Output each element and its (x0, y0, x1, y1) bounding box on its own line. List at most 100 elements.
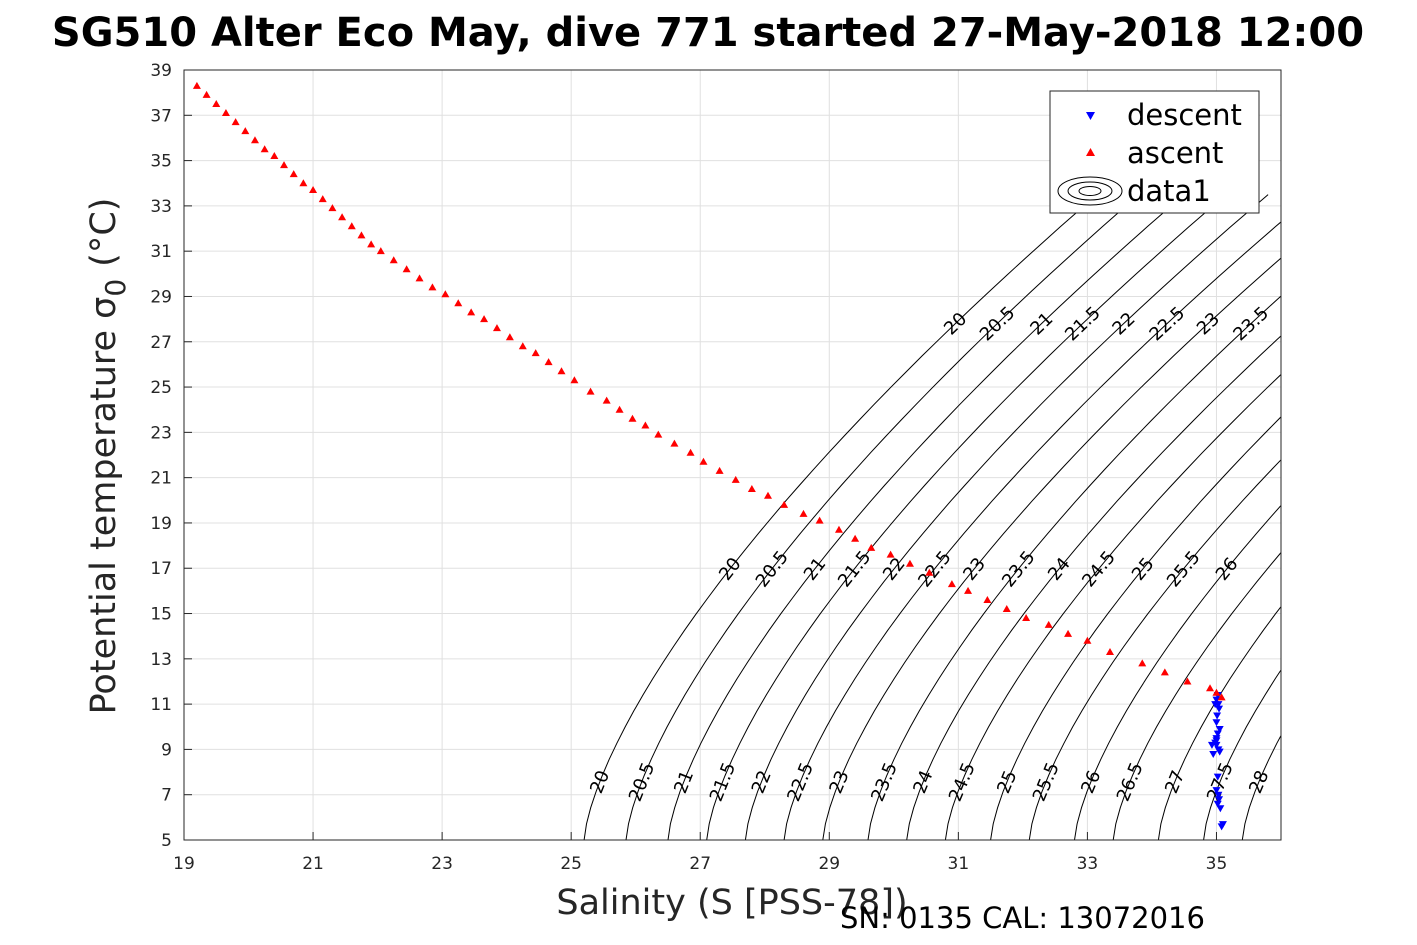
contour-line-21.5 (706, 194, 1227, 840)
ascent-point (402, 265, 411, 273)
legend-contour-icon (1057, 176, 1123, 206)
ascent-point (1212, 688, 1221, 696)
descent-point (1213, 712, 1222, 720)
ascent-point (328, 204, 337, 212)
ascent-point (441, 290, 450, 298)
ascent-point (586, 387, 595, 395)
ascent-point (1160, 668, 1169, 676)
ascent-point (389, 256, 398, 264)
descent-point (1209, 750, 1218, 758)
x-tick-label: 23 (431, 854, 453, 874)
sensor-annotation: SN: 0135 CAL: 13072016 (840, 901, 1205, 935)
ascent-point (615, 405, 624, 413)
descent-point (1212, 719, 1221, 727)
ascent-point (347, 222, 356, 230)
ascent-point (289, 170, 298, 178)
descent-point (1218, 821, 1227, 829)
chart-title: SG510 Alter Eco May, dive 771 started 27… (52, 10, 1364, 56)
descent-point (1211, 701, 1220, 709)
ascent-point (867, 543, 876, 551)
ascent-point (886, 550, 895, 558)
ascent-point (250, 136, 259, 144)
ascent-point (1105, 648, 1114, 656)
ascent-point (480, 315, 489, 323)
ascent-point (654, 430, 663, 438)
ascent-point (1083, 636, 1092, 644)
y-tick-label: 11 (150, 695, 172, 715)
ascent-point (202, 90, 211, 98)
ascent-point (212, 99, 221, 107)
ascent-point (454, 299, 463, 307)
contour-line-24 (906, 335, 1281, 840)
ascent-point (270, 152, 279, 160)
ascent-point (467, 308, 476, 316)
legend-data1-label: data1 (1127, 174, 1211, 208)
y-tick-label: 39 (150, 61, 172, 81)
y-axis-label-main: Potential temperature σ (84, 297, 124, 715)
ascent-point (544, 358, 553, 366)
ascent-point (518, 342, 527, 350)
ascent-point (338, 213, 347, 221)
y-tick-label: 15 (150, 605, 172, 625)
contour-line-23 (822, 257, 1281, 840)
ascent-point (415, 274, 424, 282)
ascent-point (299, 179, 308, 187)
ascent-point (280, 161, 289, 169)
descent-point (1213, 800, 1222, 808)
ascent-point (815, 516, 824, 524)
y-tick-label: 17 (150, 559, 172, 579)
ascent-point (557, 367, 566, 375)
legend-ascent-label: ascent (1127, 136, 1223, 170)
y-tick-label: 29 (150, 287, 172, 307)
y-tick-label: 37 (150, 106, 172, 126)
x-tick-label: 33 (1077, 854, 1099, 874)
ascent-point (570, 376, 579, 384)
ascent-point (851, 534, 860, 542)
descent-point (1212, 787, 1221, 795)
descent-point (1207, 741, 1216, 749)
y-axis-ticks: 5 7 9 11 13 15 17 19 21 23 25 27 29 31 33 35 37 39 (150, 61, 192, 851)
ascent-point (763, 491, 772, 499)
ascent-point (686, 448, 695, 456)
y-tick-label: 19 (150, 514, 172, 534)
ascent-point (715, 466, 724, 474)
grid-lines (184, 70, 1281, 840)
descent-point (1215, 705, 1224, 713)
ascent-point (1217, 693, 1226, 701)
ascent-point (492, 324, 501, 332)
descent-point (1212, 696, 1221, 704)
legend-descent-label: descent (1127, 98, 1242, 132)
ascent-point (231, 118, 240, 126)
x-tick-label: 25 (560, 854, 582, 874)
ascent-point (505, 333, 514, 341)
ascent-point (641, 421, 650, 429)
ascent-point (964, 586, 973, 594)
ascent-point (428, 283, 437, 291)
contour-line-24.5 (944, 373, 1281, 840)
y-tick-label: 9 (161, 740, 172, 760)
data-markers (192, 81, 1227, 831)
y-tick-label: 25 (150, 378, 172, 398)
ascent-point (834, 525, 843, 533)
ascent-point (1064, 629, 1073, 637)
ascent-point (925, 568, 934, 576)
legend-ascent-marker (1086, 148, 1095, 156)
ascent-point (1022, 614, 1031, 622)
x-tick-label: 35 (1206, 854, 1228, 874)
y-tick-label: 7 (161, 786, 172, 806)
plot-frame (183, 69, 1282, 841)
ascent-point (376, 247, 385, 255)
contour-line-21 (667, 194, 1185, 840)
ascent-point (731, 475, 740, 483)
contour-line-25 (990, 416, 1281, 840)
legend-descent-marker (1086, 112, 1095, 120)
ascent-point (699, 457, 708, 465)
ascent-point (1206, 684, 1215, 692)
ascent-point (260, 145, 269, 153)
ascent-point (947, 580, 956, 588)
y-tick-label: 31 (150, 242, 172, 262)
x-tick-label: 27 (689, 854, 711, 874)
x-tick-label: 19 (173, 854, 195, 874)
ascent-point (241, 127, 250, 135)
